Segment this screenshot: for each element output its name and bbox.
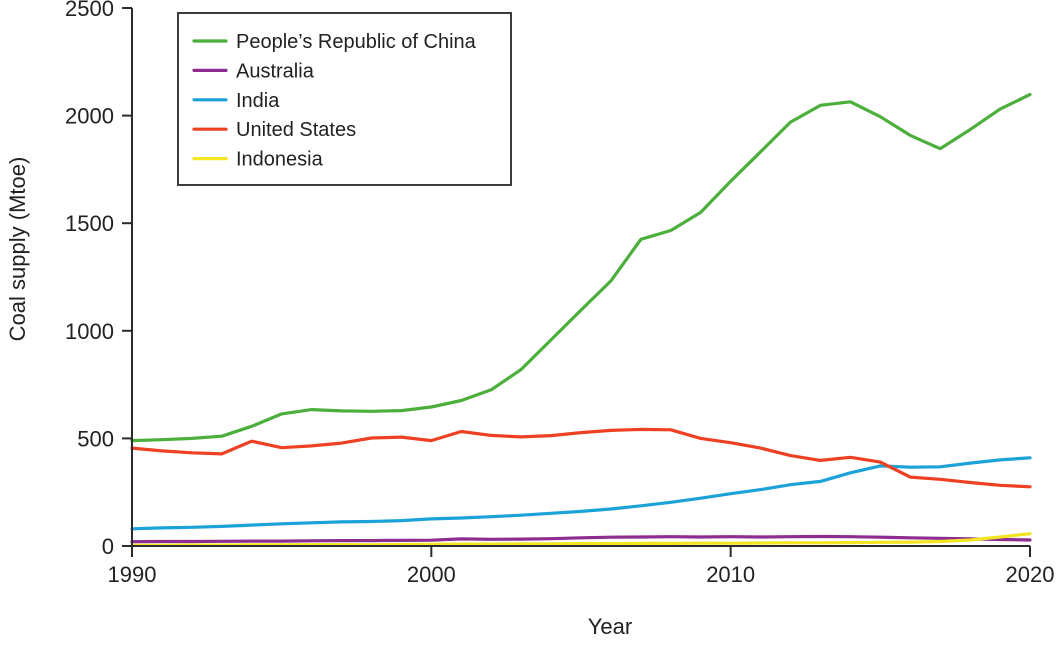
line-india [130, 456, 1032, 531]
legend-label-united-states: United States [236, 119, 356, 141]
legend-label-people-s-republic-of-china: People’s Republic of China [236, 31, 477, 53]
legend-item-people-s-republic-of-china: People’s Republic of China [192, 31, 477, 53]
y-tick-label: 2500 [65, 0, 114, 21]
legend-item-australia: Australia [192, 60, 315, 82]
y-tick-label: 0 [102, 534, 114, 559]
legend-item-united-states: United States [192, 119, 356, 141]
legend-box [177, 12, 512, 186]
y-tick-label: 1000 [65, 319, 114, 344]
line-people-s-republic-of-china [130, 92, 1032, 443]
legend: People’s Republic of China Australia India… [177, 12, 512, 186]
x-tick-label: 2000 [407, 562, 456, 587]
y-tick-label: 500 [77, 426, 114, 451]
x-tick-label: 2010 [706, 562, 755, 587]
legend-label-indonesia: Indonesia [236, 149, 324, 171]
y-tick-label: 2000 [65, 104, 114, 129]
legend-label-india: India [236, 90, 280, 112]
legend-item-indonesia: Indonesia [192, 149, 324, 171]
legend-item-india: India [192, 90, 280, 112]
line-indonesia [130, 532, 1032, 548]
line-united-states [130, 427, 1032, 489]
x-axis-title: Year [588, 614, 632, 639]
plot-lines [130, 92, 1032, 548]
line-australia [130, 534, 1032, 544]
axes: 0 500 1000 1500 2000 2500 1990 2000 2010 2020 [65, 0, 1054, 587]
y-axis-title: Coal supply (Mtoe) [5, 157, 30, 342]
legend-label-australia: Australia [236, 60, 315, 82]
y-tick-label: 1500 [65, 211, 114, 236]
x-tick-label: 2020 [1006, 562, 1055, 587]
x-tick-label: 1990 [108, 562, 157, 587]
